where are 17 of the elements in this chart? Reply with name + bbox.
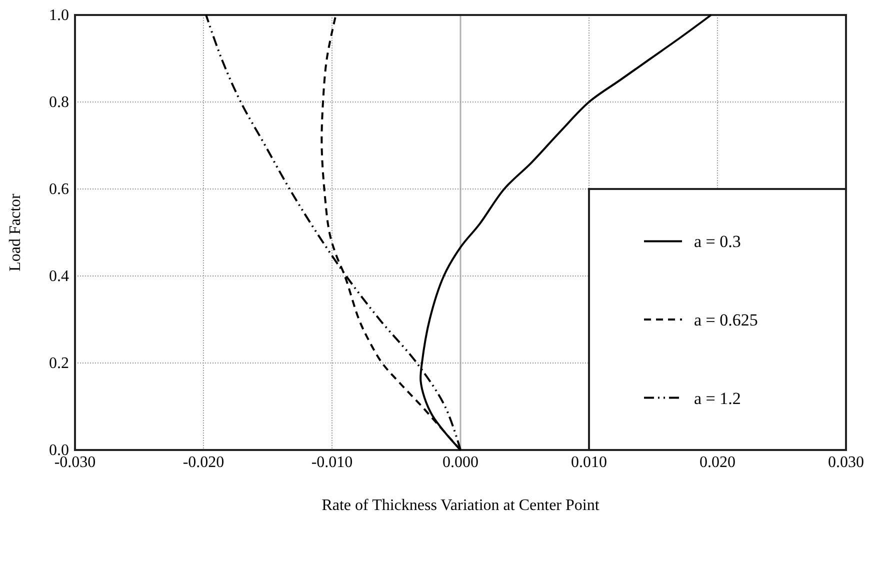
y-tick-label: 0.2 [49,355,69,372]
x-tick-label: -0.020 [182,454,224,471]
legend-label: a = 0.625 [694,310,758,330]
x-tick-label: 0.000 [442,454,478,471]
y-tick-label: 1.0 [49,7,69,24]
x-tick-label: 0.030 [828,454,864,471]
y-axis-title: Load Factor [7,192,24,272]
x-tick-label: 0.010 [571,454,607,471]
legend-label: a = 0.3 [694,232,741,252]
x-axis-title: Rate of Thickness Variation at Center Point [322,497,600,514]
legend-label: a = 1.2 [694,388,741,408]
y-tick-label: 0.6 [49,181,69,198]
y-tick-label: 0.8 [49,94,69,111]
x-tick-label: -0.030 [54,454,96,471]
x-tick-label: -0.010 [311,454,353,471]
x-tick-label: 0.020 [700,454,736,471]
y-tick-label: 0.4 [49,268,69,285]
